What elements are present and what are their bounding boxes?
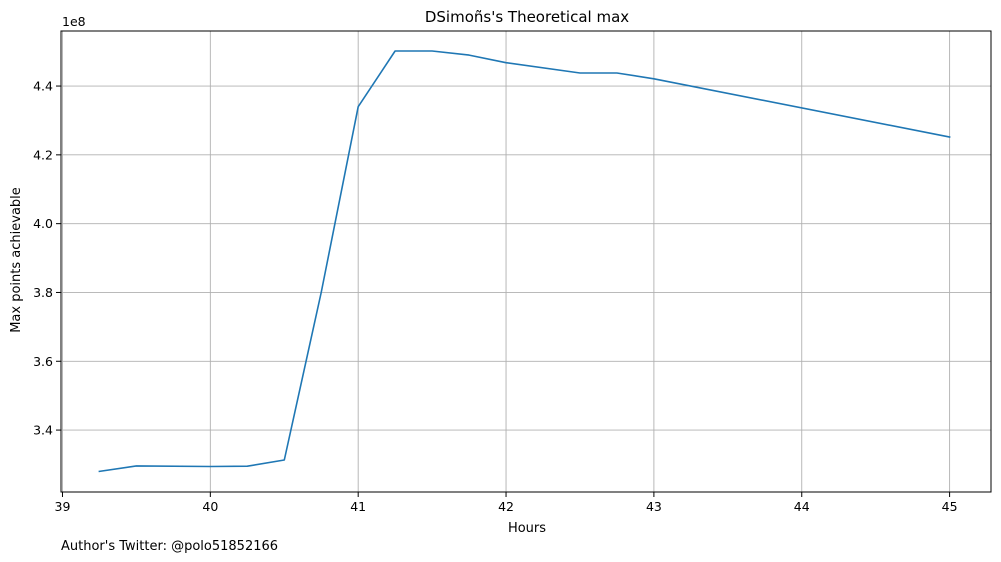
series-layer	[98, 50, 951, 473]
y-axis-ticks: 3.4 3.6 3.8 4.0 4.2 4.4	[33, 79, 61, 438]
y-tick-label: 4.0	[33, 216, 53, 231]
x-tick-label: 40	[202, 499, 218, 514]
x-tick-label: 45	[942, 499, 958, 514]
y-tick-label: 4.4	[33, 79, 53, 94]
y-tick-label: 3.4	[33, 423, 53, 438]
y-axis-label: Max points achievable	[9, 187, 24, 333]
x-axis-ticks: 39 40 41 42 43 44 45	[55, 492, 958, 514]
x-tick-label: 41	[350, 499, 366, 514]
series-line-0	[98, 50, 951, 473]
x-tick-label: 44	[794, 499, 810, 514]
chart-title: DSimoñs's Theoretical max	[425, 8, 629, 26]
author-annotation: Author's Twitter: @polo51852166	[61, 539, 278, 554]
x-tick-label: 39	[55, 499, 71, 514]
y-axis-offset-text: 1e8	[62, 14, 86, 29]
y-tick-label: 4.2	[33, 147, 53, 162]
x-tick-label: 43	[646, 499, 662, 514]
x-tick-label: 42	[498, 499, 514, 514]
x-axis-label: Hours	[508, 521, 546, 536]
grid-lines	[61, 31, 991, 492]
y-tick-label: 3.8	[33, 285, 53, 300]
y-tick-label: 3.6	[33, 354, 53, 369]
plot-frame	[60, 30, 992, 493]
